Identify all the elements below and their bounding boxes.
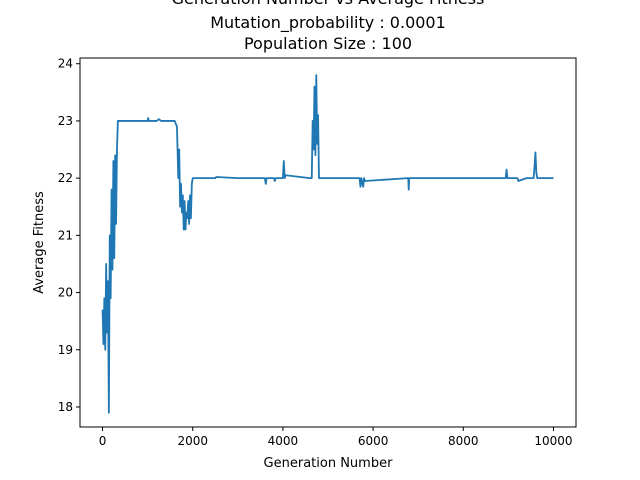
x-tick-label: 10000 [534, 434, 572, 448]
chart-title-line-3: Population Size : 100 [244, 34, 412, 53]
y-tick-label: 19 [58, 343, 73, 357]
chart-title-line-2: Mutation_probability : 0.0001 [210, 13, 446, 33]
x-tick-label: 6000 [358, 434, 389, 448]
y-tick-label: 18 [58, 400, 73, 414]
series-line [101, 74, 554, 414]
y-tick-label: 24 [58, 57, 73, 71]
y-axis-ticks: 18 19 20 21 22 23 24 [58, 57, 80, 414]
x-tick-label: 2000 [177, 434, 208, 448]
y-tick-label: 21 [58, 228, 73, 242]
y-tick-label: 20 [58, 286, 73, 300]
x-tick-label: 8000 [448, 434, 479, 448]
y-tick-label: 23 [58, 114, 73, 128]
x-tick-label: 4000 [268, 434, 299, 448]
plot-frame [79, 57, 577, 428]
x-axis-ticks: 0 2000 4000 6000 8000 10000 [99, 427, 573, 448]
x-tick-label: 0 [99, 434, 107, 448]
y-axis-label: Average Fitness [32, 191, 47, 294]
x-axis-label: Generation Number [264, 456, 394, 471]
y-tick-label: 22 [58, 171, 73, 185]
chart-title-line-1: Generation Number vs Average Fitness [172, 0, 485, 8]
